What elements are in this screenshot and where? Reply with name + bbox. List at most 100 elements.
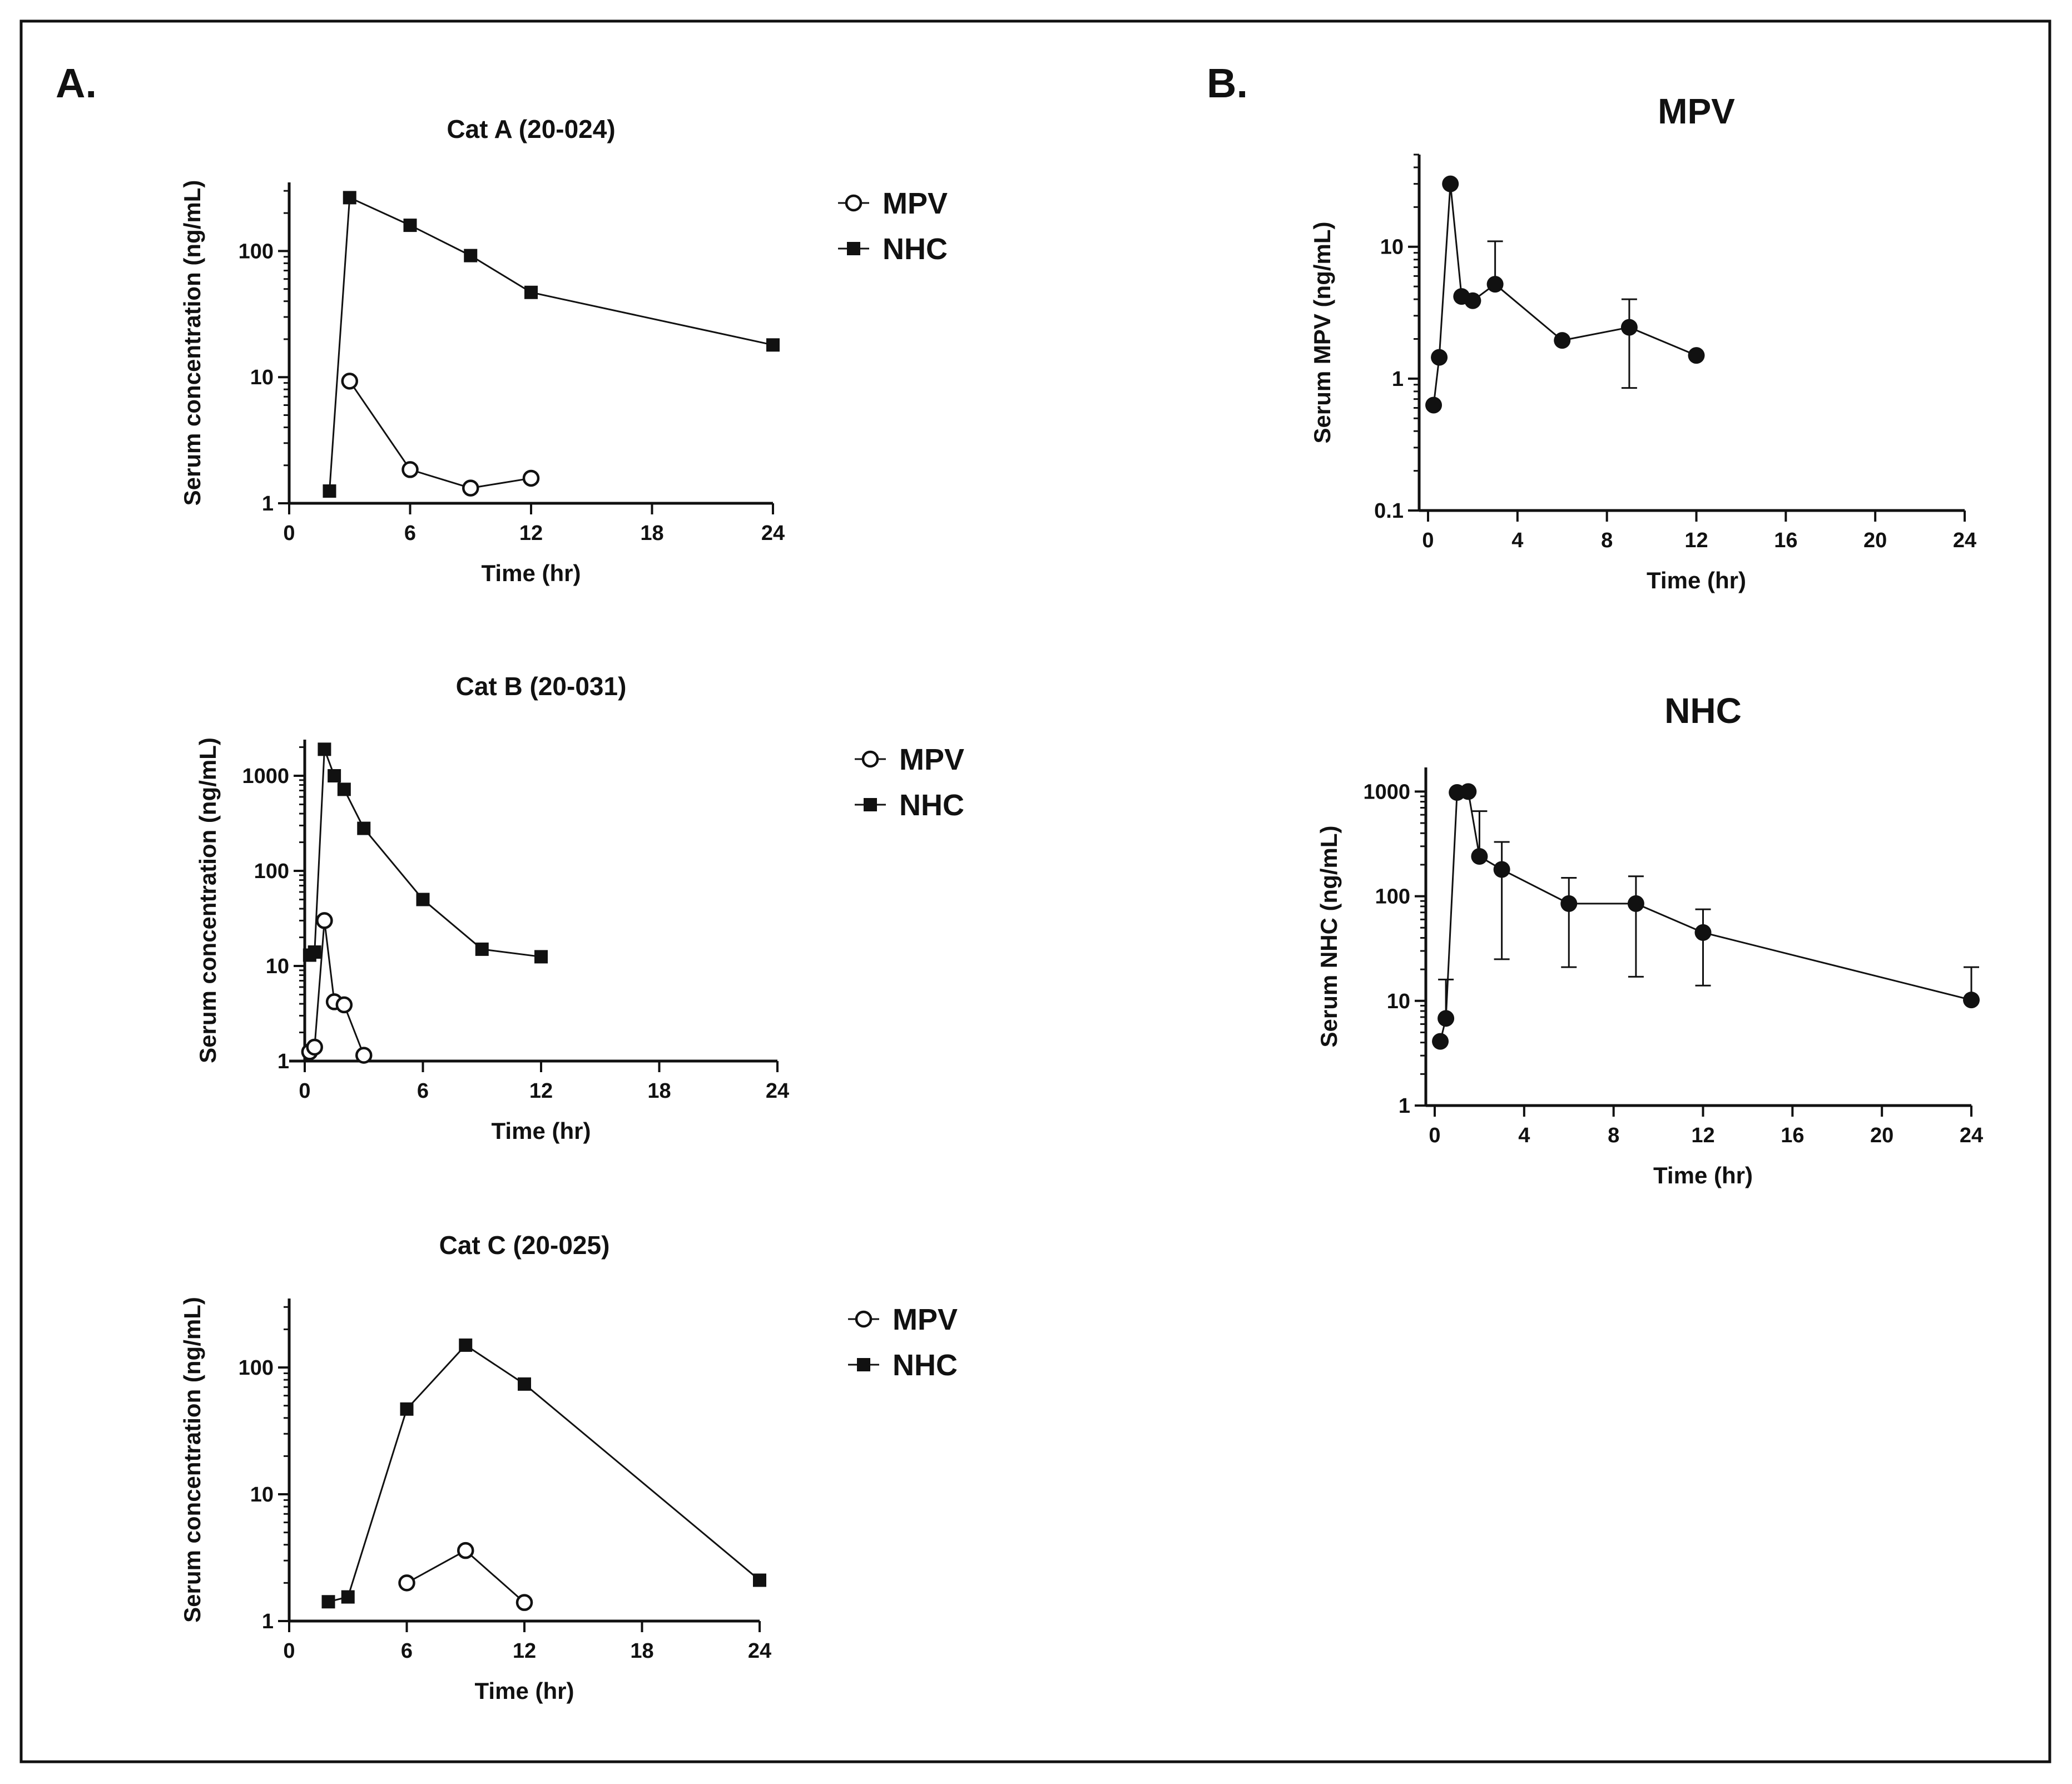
cat-a-data-point xyxy=(524,285,538,299)
cat-c-y-axis-label: Serum concentration (ng/mL) xyxy=(179,1297,205,1623)
cat-b-data-point xyxy=(337,782,351,796)
cat-a-title: Cat A (20-024) xyxy=(447,115,615,143)
cat-c-y-tick-label: 10 xyxy=(250,1483,274,1507)
cat-a-series-nhc-line xyxy=(329,196,774,492)
cat-a-series-mpv-line xyxy=(349,380,532,489)
cat-b-data-point xyxy=(416,893,430,906)
cat-a-x-tick-label: 12 xyxy=(519,522,543,545)
mean-nhc-data-point xyxy=(1627,895,1644,912)
cat-c-data-point xyxy=(341,1590,355,1604)
mean-nhc-x-tick-label: 12 xyxy=(1691,1124,1714,1147)
cat-b-x-tick-label: 0 xyxy=(299,1079,310,1103)
cat-b-y-tick-label: 10 xyxy=(266,955,289,978)
cat-c-y-tick-label: 100 xyxy=(239,1356,274,1380)
cat-c-x-tick-label: 12 xyxy=(513,1639,536,1663)
cat-b-x-tick-label: 12 xyxy=(529,1079,553,1103)
cat-b-legend-label: MPV xyxy=(899,743,964,776)
cat-b-y-tick-label: 100 xyxy=(254,860,289,883)
cat-c-legend-label: NHC xyxy=(893,1349,958,1382)
cat-a-data-point xyxy=(403,219,417,232)
cat-a-y-tick-label: 1 xyxy=(262,492,274,516)
mean-nhc-y-axis-label: Serum NHC (ng/mL) xyxy=(1316,826,1342,1048)
cat-c-legend-label: MPV xyxy=(893,1303,958,1336)
cat-b-y-axis-label: Serum concentration (ng/mL) xyxy=(195,737,221,1063)
cat-a-x-tick-label: 18 xyxy=(640,522,663,545)
mean-mpv-data-point xyxy=(1688,347,1705,364)
cat-a-y-tick-label: 100 xyxy=(239,240,274,263)
cat-b-x-tick-label: 24 xyxy=(766,1079,789,1103)
cat-b-x-tick-label: 6 xyxy=(417,1079,429,1103)
mean-mpv-data-point xyxy=(1431,349,1448,366)
cat-c-x-tick-label: 0 xyxy=(283,1639,295,1663)
cat-a-data-point xyxy=(522,469,540,487)
mean-nhc-x-tick-label: 20 xyxy=(1870,1124,1893,1147)
figure-border xyxy=(19,19,2051,1763)
mean-nhc-y-tick-label: 100 xyxy=(1375,885,1410,909)
cat-b-x-axis-label: Time (hr) xyxy=(492,1118,591,1144)
panel-b-label: B. xyxy=(1207,60,1248,106)
cat-c-legend-marker xyxy=(855,1310,873,1328)
cat-c-data-point xyxy=(321,1595,335,1609)
mean-nhc-title: NHC xyxy=(1664,691,1742,731)
mean-mpv-data-point xyxy=(1442,175,1459,192)
mean-nhc-data-point xyxy=(1432,1033,1449,1050)
cat-c-data-point xyxy=(457,1542,474,1559)
cat-b-data-point xyxy=(328,769,341,783)
cat-b-data-point xyxy=(318,742,331,756)
cat-b-series-mpv-line xyxy=(309,920,365,1056)
cat-a-data-point xyxy=(464,249,478,262)
cat-a-data-point xyxy=(341,373,358,390)
cat-c-data-point xyxy=(398,1574,415,1592)
mean-mpv-y-tick-label: 1 xyxy=(1392,368,1404,391)
cat-b-data-point xyxy=(316,912,333,929)
cat-b-legend-marker xyxy=(864,798,877,811)
mean-mpv-x-tick-label: 4 xyxy=(1511,529,1523,552)
chart-cat-c: 1 10 100 0 6 12 18 24 Time (hr) Serum concentrati… xyxy=(179,1231,958,1704)
mean-nhc-data-point xyxy=(1493,861,1510,878)
cat-a-legend-marker xyxy=(847,242,860,255)
cat-c-title: Cat C (20-025) xyxy=(439,1231,610,1260)
cat-b-legend-label: NHC xyxy=(899,789,964,822)
cat-a-y-axis-label: Serum concentration (ng/mL) xyxy=(179,180,205,506)
mean-nhc-data-point xyxy=(1694,924,1712,941)
cat-a-data-point xyxy=(343,191,356,205)
cat-c-data-point xyxy=(753,1573,766,1587)
mean-mpv-x-tick-label: 20 xyxy=(1863,529,1887,552)
cat-b-data-point xyxy=(355,1047,373,1064)
cat-a-legend-label: MPV xyxy=(883,187,948,220)
cat-b-y-tick-label: 1000 xyxy=(242,765,289,788)
mean-nhc-x-tick-label: 4 xyxy=(1518,1124,1530,1147)
cat-c-y-tick-label: 1 xyxy=(262,1610,274,1633)
cat-c-legend-marker xyxy=(857,1358,870,1371)
cat-a-data-point xyxy=(462,479,479,497)
mean-mpv-y-tick-label: 0.1 xyxy=(1374,499,1404,523)
mean-mpv-x-tick-label: 12 xyxy=(1684,529,1708,552)
mean-nhc-x-tick-label: 24 xyxy=(1960,1124,1983,1147)
mean-nhc-data-point xyxy=(1471,848,1488,865)
mean-nhc-data-point xyxy=(1560,895,1578,912)
cat-a-legend-marker xyxy=(845,194,862,212)
mean-nhc-x-axis-label: Time (hr) xyxy=(1653,1162,1753,1188)
cat-a-x-tick-label: 6 xyxy=(404,522,416,545)
cat-c-data-point xyxy=(400,1402,414,1416)
panel-a-label: A. xyxy=(56,60,97,106)
cat-c-data-point xyxy=(515,1594,533,1611)
mean-nhc-series-nhc-line xyxy=(1439,790,1972,1042)
cat-b-data-point xyxy=(306,1038,323,1056)
cat-b-data-point xyxy=(308,945,321,959)
mean-nhc-data-point xyxy=(1963,992,1980,1009)
cat-a-data-point xyxy=(323,484,336,498)
mean-mpv-x-tick-label: 8 xyxy=(1601,529,1613,552)
cat-a-data-point xyxy=(766,338,780,352)
chart-mean-nhc: 1 10 100 1000 0 4 8 12 16 20 24 Time (hr) Serum NHC … xyxy=(1316,691,1983,1188)
cat-a-y-tick-label: 10 xyxy=(250,366,274,389)
cat-c-x-tick-label: 24 xyxy=(748,1639,771,1663)
cat-c-x-tick-label: 6 xyxy=(401,1639,413,1663)
cat-b-data-point xyxy=(475,942,489,956)
cat-b-series-nhc-line xyxy=(309,749,542,958)
cat-c-x-tick-label: 18 xyxy=(630,1639,653,1663)
mean-mpv-title: MPV xyxy=(1658,91,1735,131)
mean-mpv-y-tick-label: 10 xyxy=(1380,236,1404,259)
mean-nhc-y-tick-label: 1 xyxy=(1399,1094,1410,1118)
chart-cat-b: 1 10 100 1000 0 6 12 18 24 Time (hr) Serum concent… xyxy=(195,672,964,1144)
